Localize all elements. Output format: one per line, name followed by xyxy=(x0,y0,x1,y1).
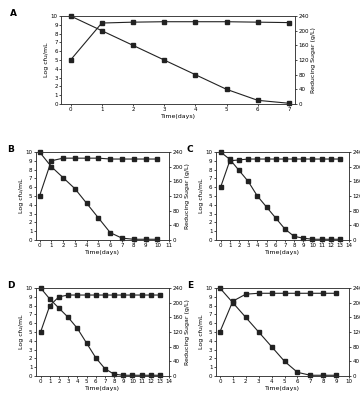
Y-axis label: Reducing Sugar (g/L): Reducing Sugar (g/L) xyxy=(185,299,190,365)
Text: B: B xyxy=(7,145,14,154)
Text: D: D xyxy=(7,281,14,290)
X-axis label: Time(days): Time(days) xyxy=(161,114,196,119)
Y-axis label: Log cfu/mL: Log cfu/mL xyxy=(19,315,24,349)
X-axis label: Time(days): Time(days) xyxy=(265,386,300,391)
Y-axis label: Reducing Sugar (g/L): Reducing Sugar (g/L) xyxy=(185,163,190,229)
Y-axis label: Reducing Sugar (g/L): Reducing Sugar (g/L) xyxy=(311,27,316,93)
Text: C: C xyxy=(187,145,193,154)
Text: A: A xyxy=(10,9,17,18)
X-axis label: Time(days): Time(days) xyxy=(85,386,120,391)
X-axis label: Time(days): Time(days) xyxy=(85,250,120,255)
Y-axis label: Log cfu/mL: Log cfu/mL xyxy=(199,179,204,213)
Y-axis label: Log cfu/mL: Log cfu/mL xyxy=(44,43,49,77)
X-axis label: Time(days): Time(days) xyxy=(265,250,300,255)
Y-axis label: Log cfu/mL: Log cfu/mL xyxy=(19,179,24,213)
Text: E: E xyxy=(187,281,193,290)
Y-axis label: Log cfu/mL: Log cfu/mL xyxy=(199,315,204,349)
